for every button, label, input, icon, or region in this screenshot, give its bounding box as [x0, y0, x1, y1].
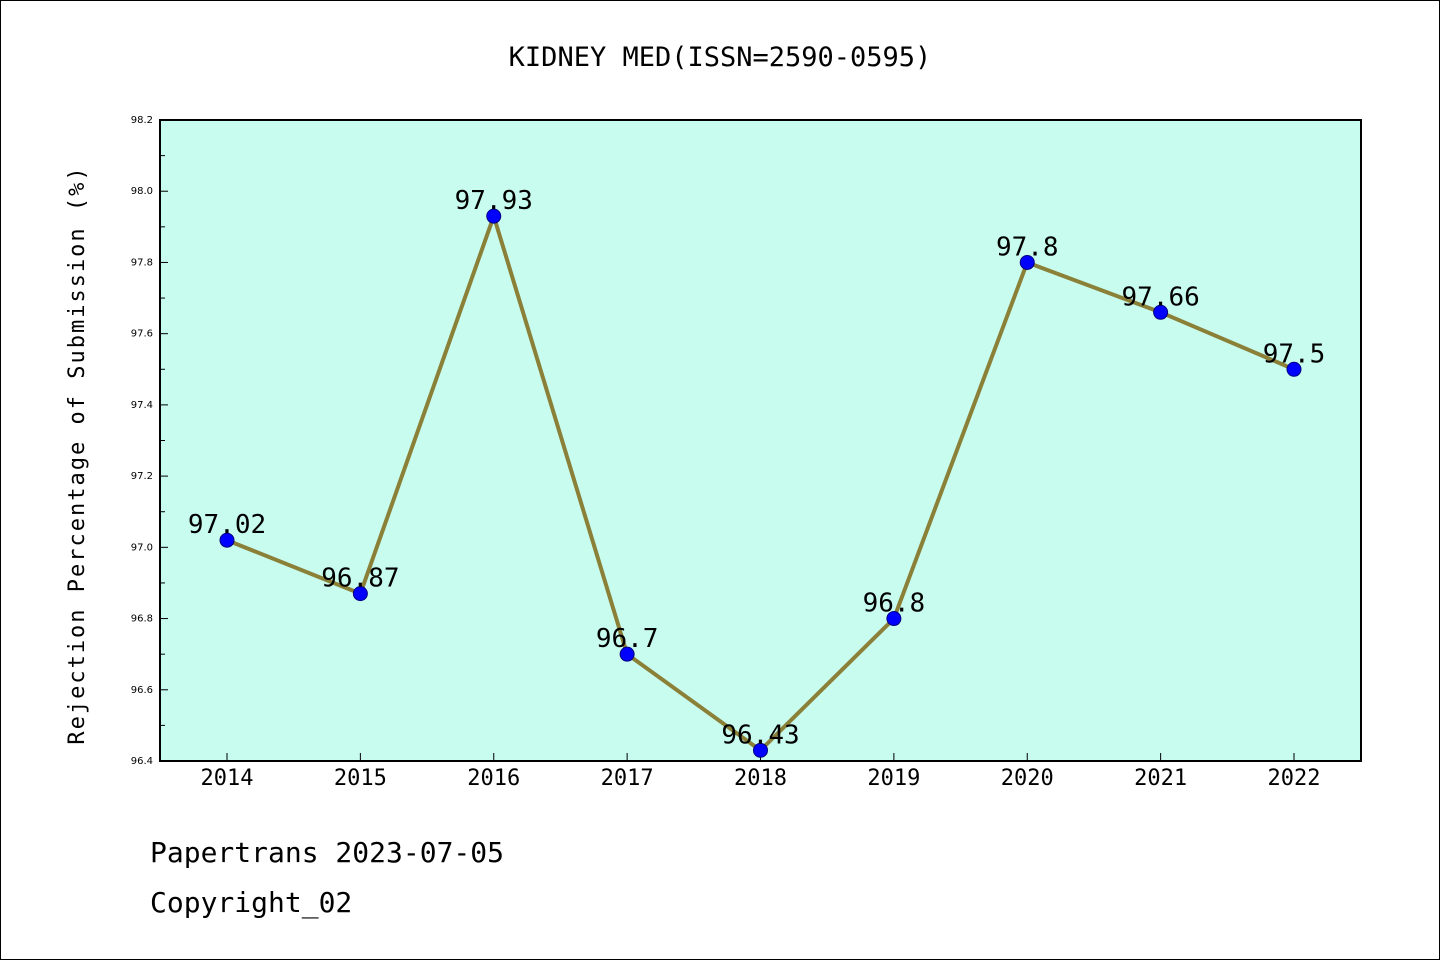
data-point-2021 — [1153, 304, 1169, 320]
data-labels: 96.4 96.6 96.8 97.0 97.2 97.4 97.6 97.8 98.0 98.2… — [131, 115, 1326, 791]
x-tick-label-2016: 2016 — [467, 766, 520, 791]
y-tick-label-98.2: 98.2 — [131, 115, 153, 126]
data-label-2019: 96.8 — [863, 589, 926, 619]
x-tick-label-2021: 2021 — [1134, 766, 1187, 791]
y-tick-label-97.4: 97.4 — [131, 400, 153, 411]
data-label-2015: 96.87 — [321, 564, 399, 594]
plot-area — [160, 120, 1361, 761]
data-point-2020 — [1019, 254, 1035, 270]
x-tick-label-2019: 2019 — [867, 766, 920, 791]
data-label-2021: 97.66 — [1121, 282, 1199, 312]
y-tick-label-96.6: 96.6 — [131, 685, 153, 696]
data-label-2018: 96.43 — [721, 720, 799, 750]
data-point-2022 — [1286, 361, 1302, 377]
footer-copyright: Copyright_02 — [150, 886, 353, 919]
data-point-2017 — [619, 646, 635, 662]
data-label-2020: 97.8 — [996, 232, 1059, 262]
x-tick-label-2014: 2014 — [201, 766, 254, 791]
x-tick-label-2015: 2015 — [334, 766, 387, 791]
footer-date: Papertrans 2023-07-05 — [150, 836, 505, 869]
data-point-2014 — [219, 532, 235, 548]
y-tick-label-97.6: 97.6 — [131, 329, 153, 340]
data-point-2015 — [352, 586, 368, 602]
data-point-2019 — [886, 611, 902, 627]
y-tick-label-96.8: 96.8 — [131, 614, 153, 625]
y-tick-label-97.8: 97.8 — [131, 257, 153, 268]
y-tick-label-96.4: 96.4 — [131, 756, 153, 767]
data-label-2017: 96.7 — [596, 624, 659, 654]
series-layer — [219, 208, 1302, 758]
plot-border — [159, 119, 1362, 762]
data-point-2016 — [486, 208, 502, 224]
chart-title: KIDNEY MED(ISSN=2590-0595) — [509, 42, 932, 73]
data-label-2016: 97.93 — [455, 186, 533, 216]
data-label-2022: 97.5 — [1263, 339, 1326, 369]
x-tick-label-2020: 2020 — [1001, 766, 1054, 791]
y-tick-label-97.0: 97.0 — [131, 542, 153, 553]
x-tick-label-2022: 2022 — [1268, 766, 1321, 791]
x-tick-label-2017: 2017 — [601, 766, 654, 791]
y-tick-label-98.0: 98.0 — [131, 186, 153, 197]
data-point-2018 — [753, 742, 768, 758]
data-label-2014: 97.02 — [188, 510, 266, 540]
x-tick-label-2018: 2018 — [734, 766, 787, 791]
y-axis-label: Rejection Percentage of Submission (%) — [65, 165, 90, 744]
y-tick-label-97.2: 97.2 — [131, 471, 153, 482]
